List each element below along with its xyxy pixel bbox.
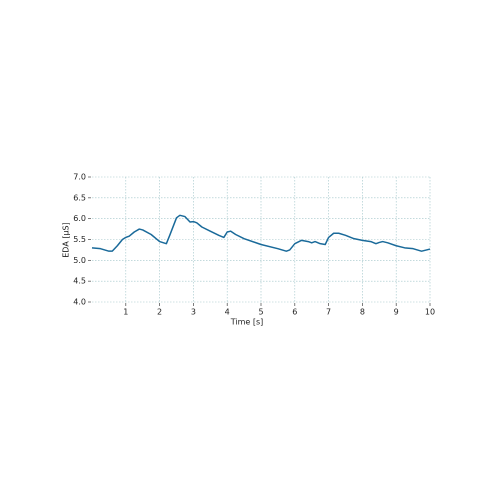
x-tick-label: 1 — [123, 308, 128, 317]
x-tick-label: 9 — [394, 308, 399, 317]
x-tick-label: 3 — [191, 308, 196, 317]
y-tick-label: 7.0 — [73, 173, 86, 182]
x-tick-label: 10 — [425, 308, 435, 317]
y-axis-label: EDA [μS] — [62, 222, 71, 258]
x-tick-label: 2 — [157, 308, 162, 317]
x-tick-label: 6 — [292, 308, 297, 317]
y-tick-label: 5.0 — [73, 256, 86, 265]
x-axis-label: Time [s] — [230, 318, 264, 327]
x-tick-label: 8 — [360, 308, 365, 317]
y-tick-label: 4.0 — [73, 298, 86, 307]
y-tick-label: 6.5 — [73, 193, 86, 202]
y-tick-label: 4.5 — [73, 277, 86, 286]
line — [91, 214, 431, 252]
y-tick-label: 6.0 — [73, 214, 86, 223]
x-tick-label: 5 — [258, 308, 263, 317]
x-tick-label: 4 — [225, 308, 230, 317]
y-tick-label: 5.5 — [73, 235, 86, 244]
x-tick-label: 7 — [326, 308, 331, 317]
